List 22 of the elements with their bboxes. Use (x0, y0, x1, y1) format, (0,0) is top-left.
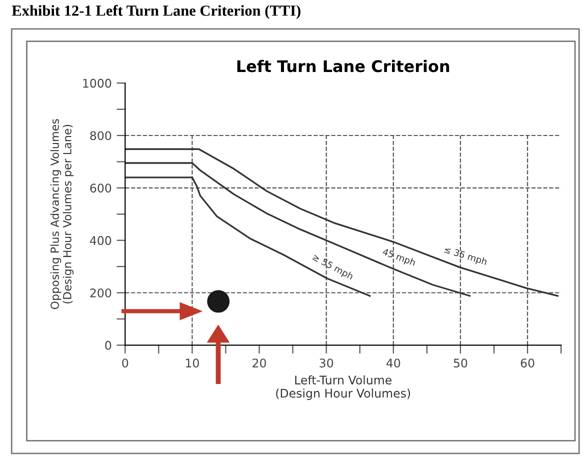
x-tick-label: 50 (454, 358, 468, 368)
annotation: ≤ 35 mph (443, 246, 488, 267)
x-tick-label: 0 (122, 358, 128, 368)
y-axis-title: Opposing Plus Advancing Volumes (Design Hour Volumes per Lane) (50, 119, 74, 310)
annotation: ≥ 55 mph (311, 253, 354, 282)
y-tick-label: 600 (90, 184, 112, 193)
x-tick-label: 40 (386, 358, 400, 368)
y-tick-label: 200 (90, 288, 112, 298)
chart-subtitle: Left Turn Lane Criterion (237, 60, 450, 72)
y-tick-label: 800 (90, 131, 112, 140)
line-series (125, 148, 559, 297)
x-axis-title: Left-Turn Volume (Design Hour Volumes) (276, 375, 410, 400)
annotation: 45 mph (382, 248, 416, 268)
y-tick-label: 0 (105, 340, 112, 350)
x-tick-label: 10 (186, 358, 199, 368)
x-tick-label: 60 (520, 358, 534, 368)
x-tick-label: 30 (320, 358, 334, 368)
x-tick-label: 20 (252, 358, 266, 368)
y-tick-label: 400 (90, 236, 112, 245)
line-series (125, 176, 371, 297)
chart-title: Exhibit 12-1 Left Turn Lane Criterion (TTI) (12, 4, 300, 19)
y-tick-label: 1000 (83, 78, 112, 88)
